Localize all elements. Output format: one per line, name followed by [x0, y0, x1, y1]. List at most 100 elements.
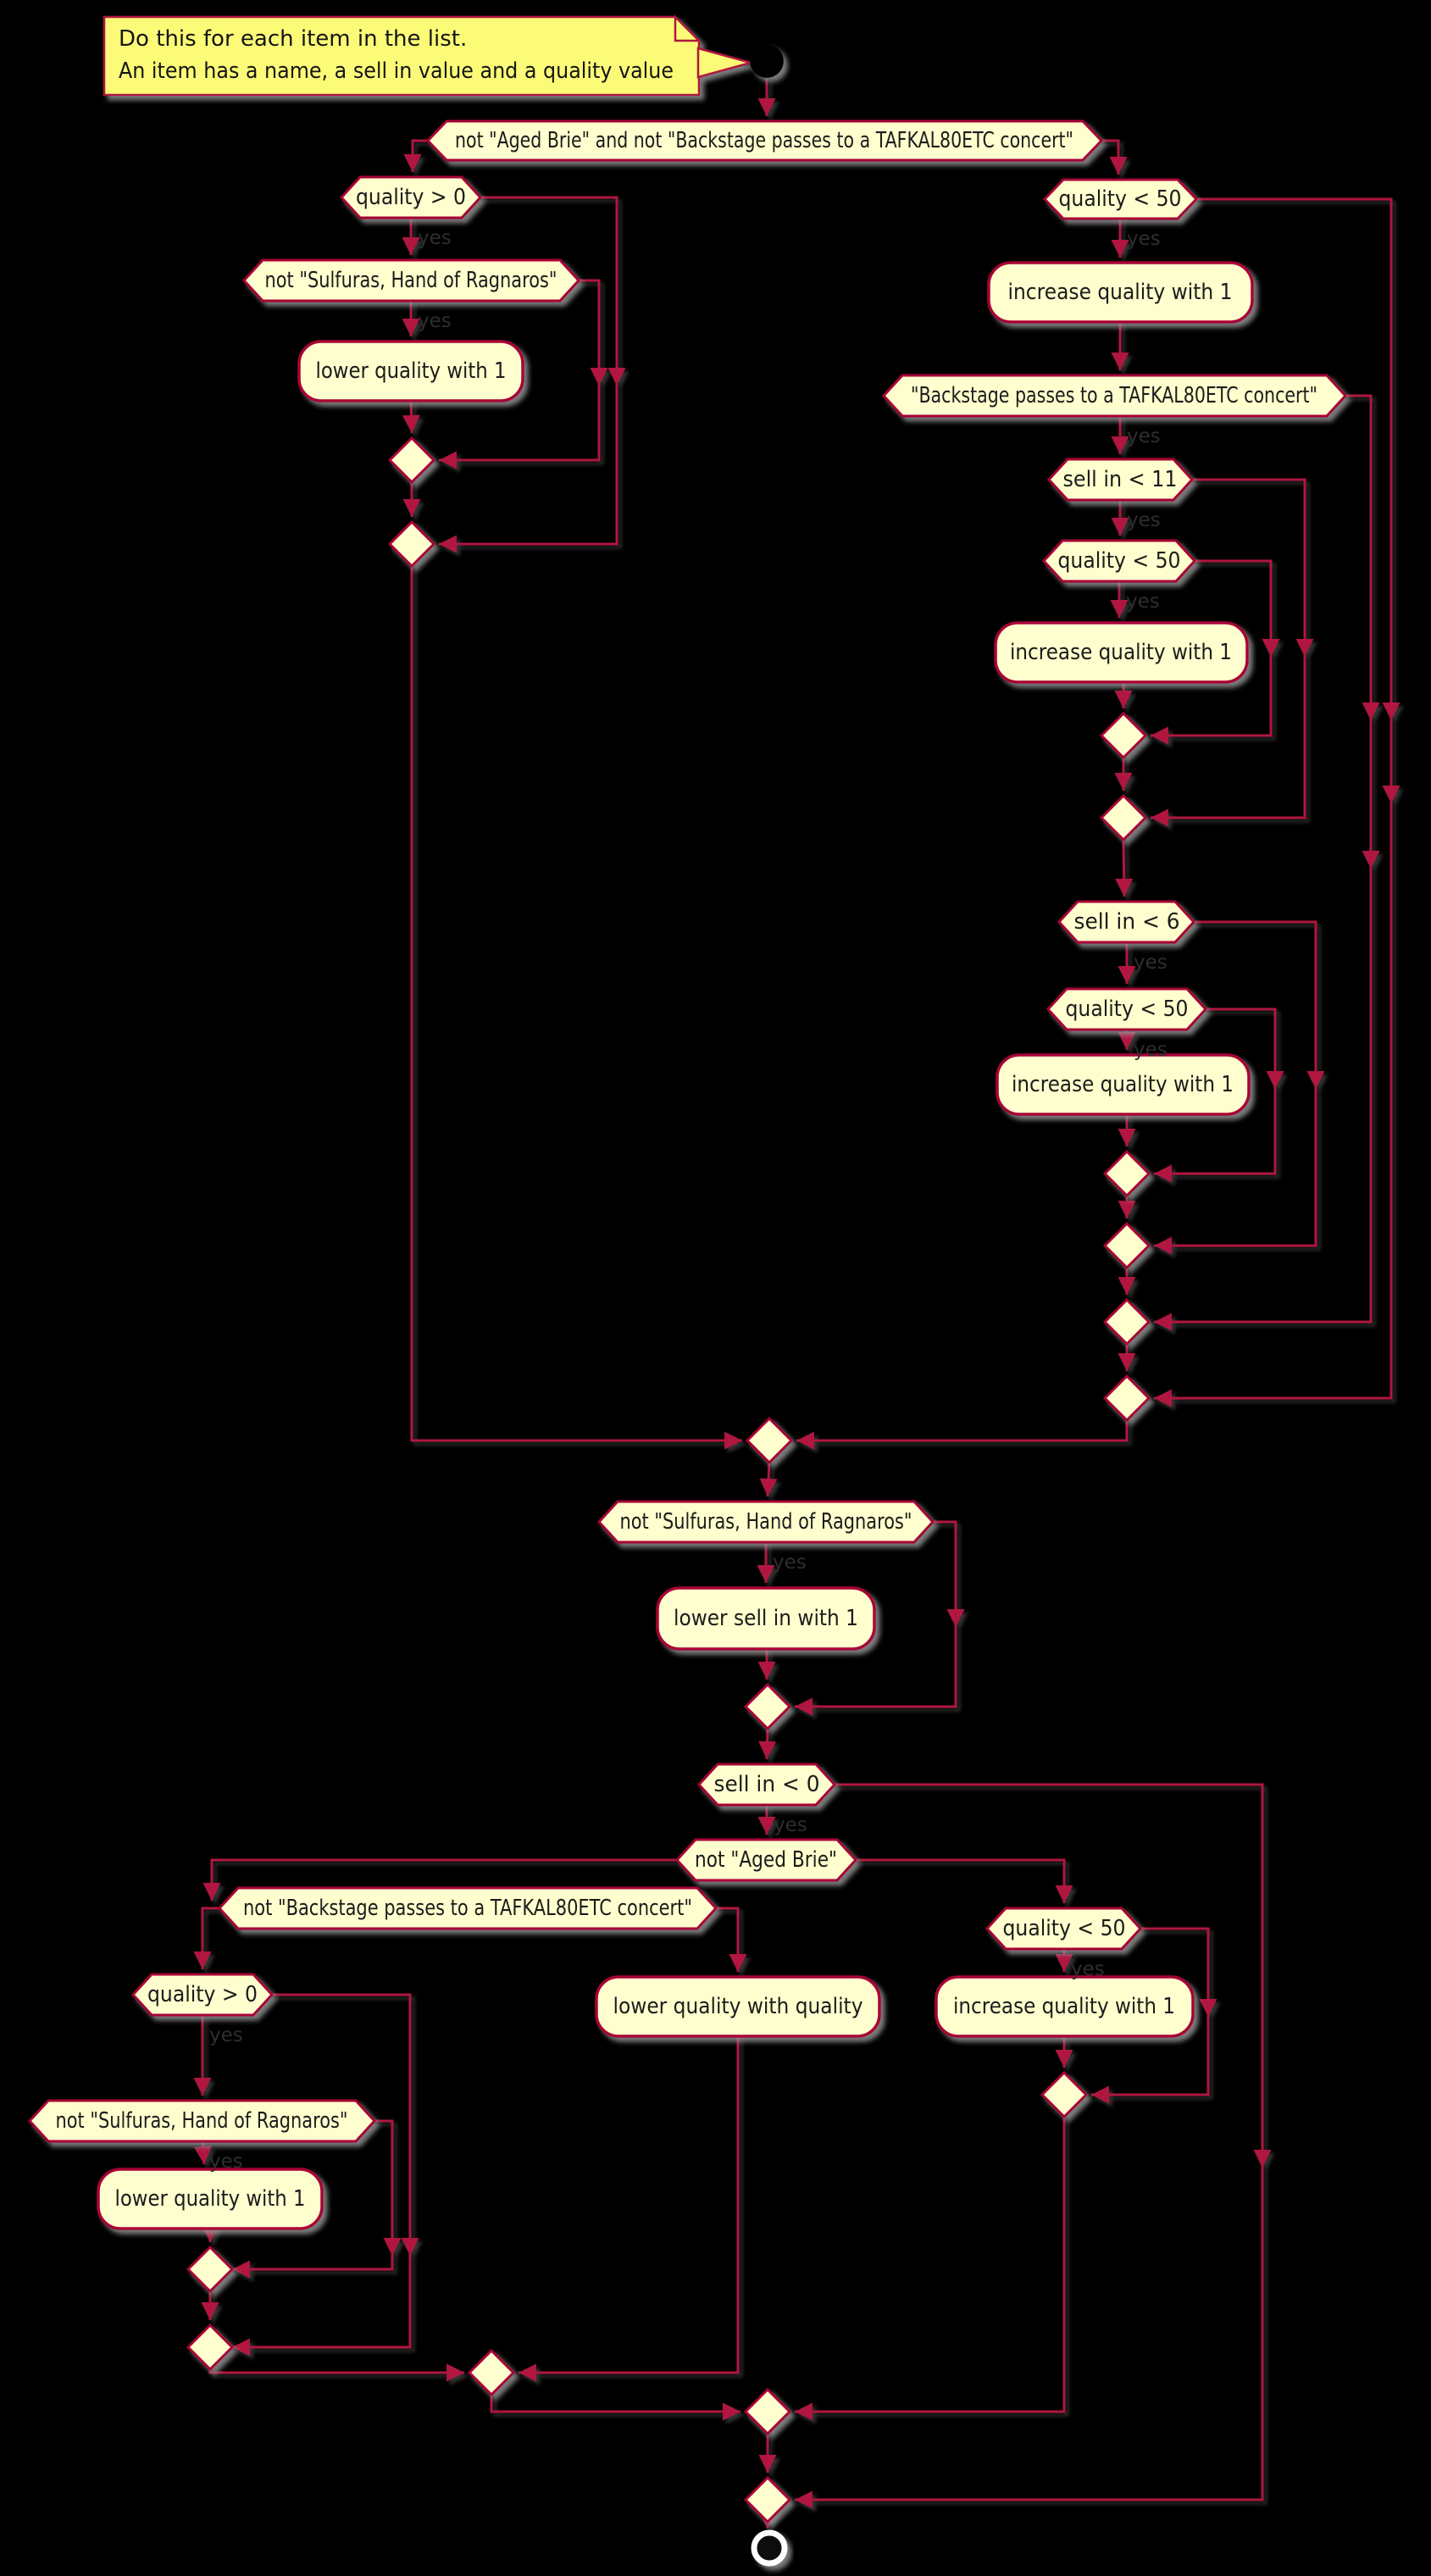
decision-backstage-passes	[881, 374, 1348, 418]
merge-diamond-bottom-a	[186, 2245, 235, 2294]
connectors	[193, 79, 1400, 2529]
yes-label: yes	[1134, 1039, 1168, 1061]
note: Do this for each item in the list. An it…	[103, 14, 755, 97]
decision-not-aged-brie-2	[674, 1838, 858, 1882]
yes-label: yes	[1127, 425, 1161, 447]
decision-quality-gt-0-2	[130, 1973, 275, 2017]
decision-label: not "Sulfuras, Hand of Ragnaros"	[265, 268, 557, 293]
decision-label: quality < 50	[1003, 1916, 1126, 1941]
yes-label: yes	[774, 1814, 807, 1836]
activity-label: increase quality with 1	[1010, 640, 1232, 665]
activity-increase-quality-2	[994, 621, 1249, 684]
merge-diamond-bottom-b	[186, 2323, 235, 2372]
merge-diamond-quality4	[1040, 2070, 1089, 2119]
decision-label: sell in < 11	[1063, 467, 1178, 492]
merge-diamond-final-2	[743, 2475, 792, 2524]
edge-mergeB-to-mergeC	[208, 2363, 464, 2382]
start-node	[750, 44, 784, 78]
activity-increase-quality-4	[935, 1975, 1195, 2038]
decision-label: quality < 50	[1058, 548, 1181, 574]
merge-diamond-left-2	[387, 519, 436, 569]
merge-diamond-right-2	[1099, 793, 1148, 842]
decision-label: quality > 0	[147, 1982, 258, 2007]
merge-diamond-main	[745, 1416, 794, 1465]
branch-labels: yes yes yes yes yes yes yes yes yes yes …	[209, 227, 1168, 2173]
yes-label: yes	[1134, 952, 1168, 974]
edge-quality0-2-no	[232, 1993, 412, 2357]
decision-label: not "Aged Brie"	[695, 1847, 837, 1873]
edge-mergeR6-to-bigmerge	[796, 1420, 1129, 1450]
yes-label: yes	[773, 1552, 807, 1574]
edge-main-no	[1101, 139, 1128, 175]
note-line-1: Do this for each item in the list.	[119, 26, 467, 52]
activity-increase-quality-1	[987, 261, 1254, 324]
decision-quality-lt-50-1	[1042, 178, 1199, 220]
edge-backstage2-yes	[193, 1907, 219, 1969]
decision-quality-gt-0-1	[339, 175, 483, 219]
yes-label: yes	[209, 2024, 243, 2046]
note-fold-icon	[674, 14, 702, 42]
activities: lower quality with 1 increase quality wi…	[97, 261, 1254, 2230]
activity-label: lower quality with 1	[316, 358, 507, 384]
decision-label: quality > 0	[356, 185, 466, 210]
decision-quality-lt-50-3	[1046, 987, 1208, 1031]
activity-label: increase quality with 1	[953, 1994, 1175, 2019]
activity-increase-quality-3	[996, 1053, 1251, 1116]
merge-diamond-right-4	[1102, 1221, 1151, 1270]
decisions: not "Aged Brie" and not "Backstage passe…	[27, 119, 1348, 2143]
activity-label: increase quality with 1	[1008, 280, 1233, 305]
activity-lower-quality-2	[97, 2168, 324, 2230]
edge-mergeM2-to-sellin0	[758, 1728, 777, 1760]
edge-mergeQ-to-final1	[795, 2117, 1066, 2421]
decision-not-aged-brie-and-not-backstage	[425, 119, 1104, 162]
yes-label: yes	[418, 227, 452, 249]
activity-label: increase quality with 1	[1012, 1072, 1234, 1097]
edge-lowerqq-to-mergeC	[519, 2036, 740, 2382]
activity-lower-sellin	[656, 1586, 876, 1651]
merge-diamond-right-6	[1102, 1374, 1151, 1423]
activity-lower-quality-1	[297, 340, 524, 402]
activity-lower-quality-with-quality	[595, 1975, 881, 2038]
decision-label: "Backstage passes to a TAFKAL80ETC conce…	[911, 383, 1317, 408]
activity-label: lower quality with quality	[613, 1994, 863, 2019]
decision-sellin-lt-11	[1046, 458, 1195, 502]
merge-diamond-right-1	[1099, 711, 1148, 760]
edge-main-yes	[403, 139, 428, 172]
decision-label: not "Backstage passes to a TAFKAL80ETC c…	[243, 1896, 692, 1921]
activity-label: lower quality with 1	[115, 2186, 306, 2212]
merge-diamond-right-3	[1102, 1149, 1151, 1198]
decision-not-sulfuras-3	[27, 2099, 377, 2143]
decision-quality-lt-50-2	[1041, 539, 1197, 583]
end-node	[751, 2529, 788, 2567]
merge-diamonds	[186, 436, 1151, 2524]
edge-backstage2-no	[716, 1907, 747, 1972]
merge-diamond-right-5	[1102, 1297, 1151, 1346]
edge-agedbrie-no	[856, 1858, 1073, 1903]
yes-label: yes	[209, 2151, 243, 2173]
decision-not-backstage-2	[217, 1886, 718, 1930]
decision-not-sulfuras-2	[596, 1500, 935, 1544]
decision-sellin-lt-0	[696, 1763, 837, 1807]
edge-bigmerge-to-sulfuras2	[759, 1462, 778, 1497]
decision-label: sell in < 6	[1074, 909, 1180, 935]
decision-sellin-lt-6	[1057, 900, 1196, 944]
edge-agedbrie-yes	[202, 1858, 677, 1901]
edge-sulfuras3-no	[232, 2119, 394, 2279]
yes-label: yes	[1127, 228, 1161, 250]
yes-label: yes	[1071, 1958, 1105, 1980]
edge-mergeC-to-final1	[490, 2395, 740, 2421]
decision-quality-lt-50-4	[985, 1907, 1143, 1951]
activity-label: lower sell in with 1	[674, 1606, 858, 1631]
decision-label: not "Sulfuras, Hand of Ragnaros"	[620, 1509, 912, 1535]
edge-mergeL2-to-bigmerge	[410, 566, 742, 1450]
yes-label: yes	[1127, 509, 1161, 531]
note-pointer-icon	[696, 47, 755, 79]
merge-diamond-final-1	[743, 2387, 792, 2436]
decision-label: not "Aged Brie" and not "Backstage passe…	[455, 128, 1073, 153]
note-line-2: An item has a name, a sell in value and …	[119, 58, 674, 84]
yes-label: yes	[418, 310, 452, 332]
merge-diamond-left-1	[387, 436, 436, 485]
decision-label: quality < 50	[1059, 186, 1182, 212]
edge-backstage-no	[1154, 394, 1373, 1331]
